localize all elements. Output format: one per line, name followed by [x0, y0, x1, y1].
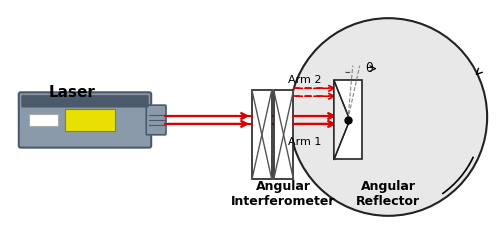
- Bar: [334, 80, 361, 160]
- Text: θ: θ: [366, 62, 373, 75]
- FancyBboxPatch shape: [146, 105, 166, 135]
- Text: Angular
Interferometer: Angular Interferometer: [232, 180, 336, 208]
- Text: Laser: Laser: [48, 85, 96, 100]
- Bar: [274, 90, 293, 179]
- Text: Angular
Reflector: Angular Reflector: [356, 180, 420, 208]
- FancyBboxPatch shape: [19, 92, 151, 148]
- Text: Arm 1: Arm 1: [288, 137, 321, 147]
- Circle shape: [290, 18, 487, 216]
- Bar: [28, 114, 58, 126]
- Bar: [252, 90, 272, 179]
- Text: Arm 2: Arm 2: [288, 75, 321, 85]
- FancyBboxPatch shape: [22, 95, 148, 107]
- Bar: [65, 109, 114, 131]
- Polygon shape: [334, 80, 350, 160]
